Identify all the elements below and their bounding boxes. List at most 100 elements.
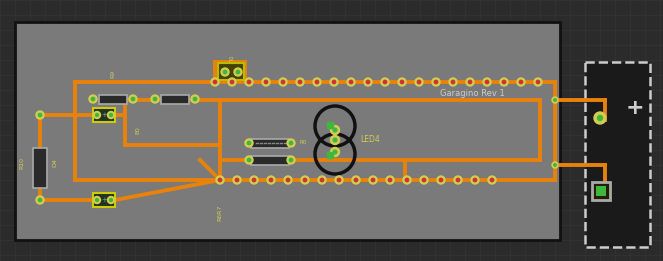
Circle shape [452,80,455,84]
Circle shape [349,80,353,84]
Circle shape [36,111,44,119]
Bar [93,193,115,207]
Circle shape [233,176,241,184]
Circle shape [153,97,156,101]
Circle shape [597,115,603,121]
Circle shape [284,176,292,184]
Circle shape [303,178,307,182]
Circle shape [247,80,251,84]
Circle shape [247,141,251,145]
Circle shape [337,178,341,182]
Circle shape [228,78,236,86]
Bar [93,108,115,122]
Circle shape [552,162,558,168]
Circle shape [503,80,506,84]
Text: +: + [101,112,107,118]
Circle shape [536,80,540,84]
Circle shape [473,178,477,182]
Bar [251,156,289,164]
Text: LED4: LED4 [360,135,380,145]
Text: R9: R9 [111,70,115,78]
Circle shape [265,80,268,84]
Circle shape [247,158,251,162]
Circle shape [449,78,457,86]
Circle shape [352,176,360,184]
Circle shape [36,196,44,204]
Circle shape [500,78,508,86]
Circle shape [335,176,343,184]
Circle shape [364,78,372,86]
Circle shape [517,78,525,86]
Text: +: + [626,98,644,118]
Circle shape [235,178,239,182]
Circle shape [107,111,115,118]
Circle shape [211,78,219,86]
Circle shape [245,156,253,164]
Circle shape [89,95,97,103]
Circle shape [466,78,474,86]
Circle shape [262,78,270,86]
Circle shape [151,95,159,103]
Text: +: + [101,197,107,203]
Circle shape [420,176,428,184]
Circle shape [432,78,440,86]
Circle shape [194,97,197,101]
Circle shape [456,178,459,182]
Circle shape [316,80,319,84]
Circle shape [296,78,304,86]
Circle shape [93,111,101,118]
Circle shape [534,78,542,86]
Circle shape [440,178,443,182]
Bar [592,182,610,200]
Circle shape [191,95,199,103]
Circle shape [434,80,438,84]
Circle shape [93,197,101,204]
Circle shape [313,78,321,86]
Circle shape [347,78,355,86]
Circle shape [286,178,290,182]
Circle shape [109,114,113,116]
Circle shape [95,199,99,201]
Circle shape [245,139,253,147]
Circle shape [403,176,411,184]
Circle shape [216,176,224,184]
Circle shape [287,156,295,164]
Text: R6R7: R6R7 [217,205,223,221]
Circle shape [369,176,377,184]
Circle shape [330,147,339,157]
Circle shape [279,78,287,86]
Circle shape [330,126,339,134]
Circle shape [422,178,426,182]
Circle shape [333,150,337,154]
Circle shape [333,138,337,142]
Circle shape [269,178,272,182]
Circle shape [301,176,309,184]
Bar [161,94,189,104]
Text: R10: R10 [19,157,25,169]
Text: D4: D4 [52,159,58,168]
Circle shape [389,178,392,182]
Circle shape [400,80,404,84]
Circle shape [281,80,284,84]
Circle shape [398,78,406,86]
Bar [585,62,650,247]
Circle shape [253,178,256,182]
Circle shape [330,135,339,145]
Circle shape [223,70,227,74]
Circle shape [230,80,233,84]
Circle shape [437,176,445,184]
Circle shape [485,80,489,84]
Circle shape [38,198,42,202]
Circle shape [554,99,556,101]
Circle shape [213,80,217,84]
Circle shape [109,199,113,201]
Circle shape [289,158,292,162]
Circle shape [333,128,337,132]
Circle shape [491,178,494,182]
Bar [327,152,333,158]
Circle shape [330,78,338,86]
Bar [251,139,289,147]
Circle shape [129,95,137,103]
Circle shape [234,68,242,76]
Bar [99,94,127,104]
